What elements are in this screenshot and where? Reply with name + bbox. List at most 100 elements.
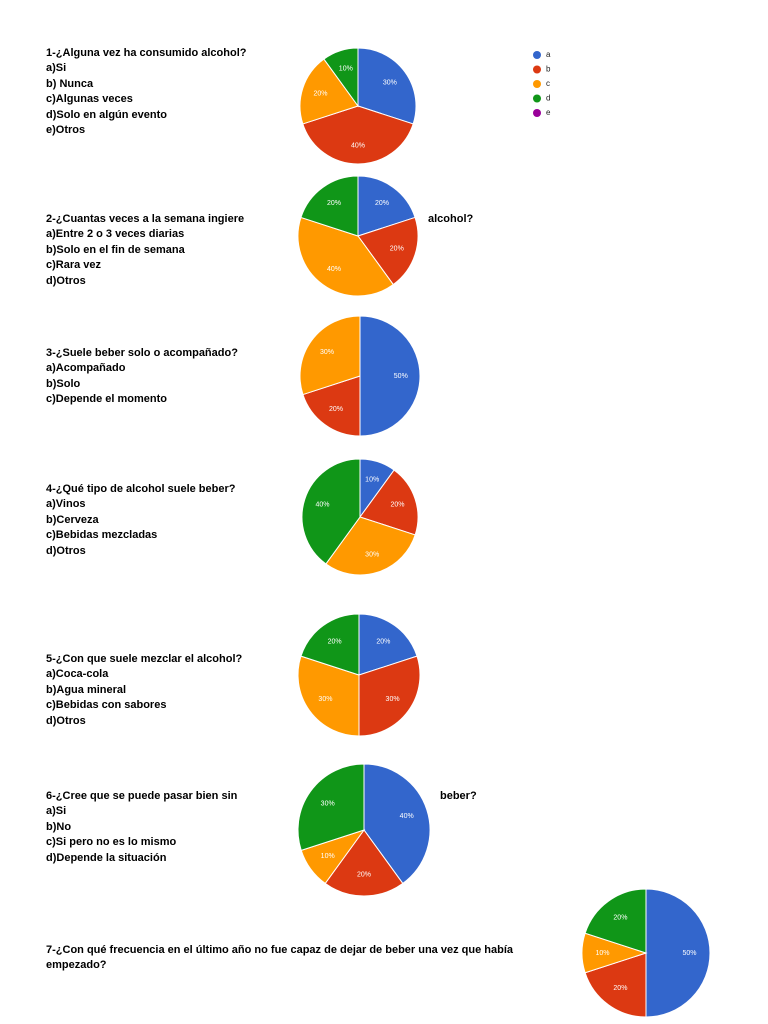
pie-slice bbox=[359, 315, 421, 437]
pie-slice bbox=[302, 375, 361, 437]
pie-slice bbox=[323, 47, 359, 108]
option-text: d)Depende la situación bbox=[46, 851, 167, 864]
slice-label: 30% bbox=[321, 800, 335, 807]
question-text: 1-¿Alguna vez ha consumido alcohol? bbox=[46, 47, 247, 59]
legend-swatch bbox=[533, 65, 541, 74]
slice-label: 20% bbox=[327, 200, 341, 207]
question-block: 6-¿Cree que se puede pasar bien sin a)Si b… bbox=[46, 789, 237, 866]
legend-swatch bbox=[533, 51, 541, 59]
pie-slice bbox=[325, 516, 416, 576]
slice-label: 10% bbox=[365, 476, 379, 483]
slice-label: 20% bbox=[375, 200, 389, 207]
pie-slice bbox=[359, 469, 419, 536]
option-text: a)Acompañado bbox=[46, 362, 126, 375]
pie-slice bbox=[297, 216, 394, 297]
question-block: 7-¿Con qué frecuencia en el último año n… bbox=[46, 943, 566, 974]
legend-swatch bbox=[533, 94, 541, 103]
slice-label: 40% bbox=[351, 142, 365, 149]
slice-label: 20% bbox=[613, 985, 627, 992]
pie-slice bbox=[300, 613, 360, 676]
question-text: 3-¿Suele beber solo o acompañado? bbox=[46, 347, 238, 359]
pie-slice bbox=[363, 763, 431, 885]
slice-label: 40% bbox=[400, 813, 414, 820]
question-text: 5-¿Con que suele mezclar el alcohol? bbox=[46, 653, 243, 665]
pie-slice bbox=[358, 655, 421, 737]
pie-slice bbox=[300, 175, 359, 237]
pie-slice bbox=[324, 829, 404, 897]
question-block: 2-¿Cuantas veces a la semana ingiere a)En… bbox=[46, 212, 244, 289]
legend-label: c bbox=[546, 79, 550, 88]
pie-slice bbox=[357, 47, 417, 125]
option-text: b)Cerveza bbox=[46, 513, 99, 526]
slice-label: 20% bbox=[376, 638, 390, 645]
pie-slice bbox=[297, 763, 365, 852]
option-text: c)Depende el momento bbox=[46, 393, 168, 406]
slice-label: 20% bbox=[328, 638, 342, 645]
option-text: a)Entre 2 o 3 veces diarias bbox=[46, 228, 185, 241]
slice-label: 30% bbox=[365, 551, 379, 558]
question-text: 4-¿Qué tipo de alcohol suele beber? bbox=[46, 483, 236, 495]
pie-slice bbox=[301, 458, 361, 565]
legend-label: b bbox=[546, 65, 551, 74]
slice-label: 30% bbox=[318, 696, 332, 703]
slice-label: 50% bbox=[683, 950, 697, 957]
option-text: c)Si pero no es lo mismo bbox=[46, 836, 177, 849]
pie-slice bbox=[302, 105, 414, 165]
option-text: b) Nunca bbox=[46, 77, 94, 90]
option-text: a)Si bbox=[46, 805, 67, 818]
slice-label: 50% bbox=[394, 373, 408, 380]
slice-label: 10% bbox=[595, 950, 609, 957]
option-text: a)Si bbox=[46, 62, 67, 75]
slice-label: 20% bbox=[357, 872, 371, 879]
legend-swatch bbox=[533, 109, 541, 117]
question-block: 4-¿Qué tipo de alcohol suele beber? a)Vin… bbox=[46, 482, 235, 559]
question-text: 7-¿Con qué frecuencia en el último año n… bbox=[46, 944, 513, 972]
slice-label: 20% bbox=[329, 406, 343, 413]
option-text: c)Algunas veces bbox=[46, 93, 133, 106]
option-text: b)Solo bbox=[46, 377, 81, 390]
pie-slice bbox=[584, 888, 647, 954]
option-text: d)Otros bbox=[46, 714, 86, 727]
option-text: d)Otros bbox=[46, 544, 86, 557]
option-text: d)Solo en algún evento bbox=[46, 108, 168, 121]
question-tail: beber? bbox=[440, 790, 477, 802]
option-text: c)Rara vez bbox=[46, 259, 102, 272]
option-text: b)No bbox=[46, 820, 72, 833]
slice-label: 10% bbox=[321, 853, 335, 860]
option-text: a)Vinos bbox=[46, 498, 86, 511]
question-text: 6-¿Cree que se puede pasar bien sin bbox=[46, 790, 238, 802]
question-block: 5-¿Con que suele mezclar el alcohol? a)Co… bbox=[46, 652, 242, 729]
slice-label: 20% bbox=[391, 502, 405, 509]
legend-swatch bbox=[533, 80, 541, 88]
option-text: e)Otros bbox=[46, 124, 86, 137]
pie-slice bbox=[584, 952, 647, 1018]
slice-label: 30% bbox=[320, 349, 334, 356]
option-text: d)Otros bbox=[46, 274, 86, 287]
slice-label: 10% bbox=[339, 65, 353, 72]
pie-slice bbox=[645, 888, 711, 1018]
legend-label: d bbox=[546, 94, 550, 103]
pie-slice bbox=[299, 58, 359, 125]
slice-label: 40% bbox=[315, 502, 329, 509]
pie-slice bbox=[357, 175, 416, 237]
option-text: b)Solo en el fin de semana bbox=[46, 243, 185, 256]
legend-label: a bbox=[546, 50, 551, 59]
question-block: 1-¿Alguna vez ha consumido alcohol? a)Si b… bbox=[46, 46, 246, 138]
pie-slice bbox=[299, 315, 361, 396]
question-tail: alcohol? bbox=[428, 213, 474, 225]
pie-slice bbox=[357, 216, 419, 286]
slice-label: 40% bbox=[327, 266, 341, 273]
pie-slice bbox=[297, 655, 360, 737]
option-text: a)Coca-cola bbox=[46, 668, 109, 681]
slice-label: 30% bbox=[383, 80, 397, 87]
option-text: b)Agua mineral bbox=[46, 683, 127, 696]
question-block: 3-¿Suele beber solo o acompañado? a)Acomp… bbox=[46, 346, 238, 408]
option-text: c)Bebidas con sabores bbox=[46, 699, 167, 712]
slice-label: 20% bbox=[313, 91, 327, 98]
pie-slice bbox=[358, 613, 418, 676]
slice-label: 20% bbox=[613, 915, 627, 922]
slice-label: 30% bbox=[386, 696, 400, 703]
slice-label: 20% bbox=[390, 245, 404, 252]
